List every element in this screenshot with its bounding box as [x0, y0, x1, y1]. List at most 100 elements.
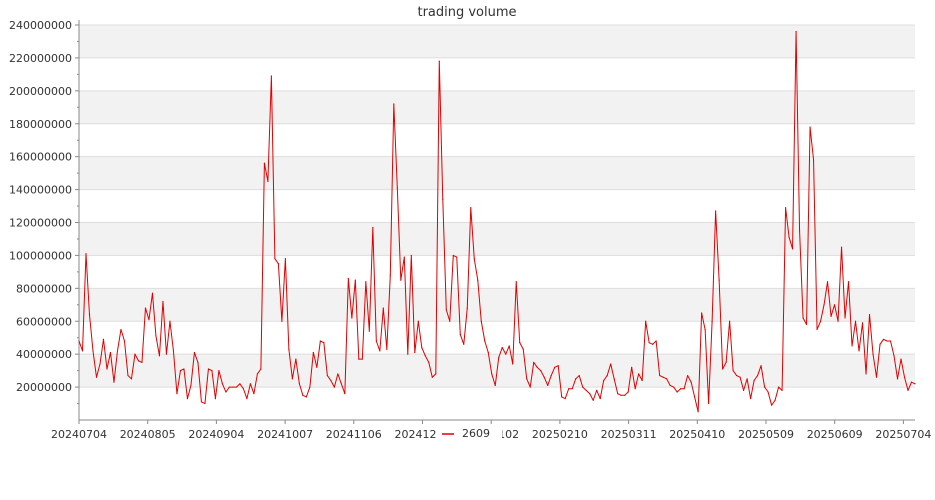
y-axis-ticks: 20000000 40000000 60000000 80000000 10000000… [9, 19, 79, 405]
y-tick-label: 100000000 [9, 249, 72, 262]
data-point [809, 126, 811, 128]
data-point [323, 342, 325, 344]
data-point [225, 391, 227, 393]
data-point [319, 340, 321, 342]
data-point [407, 353, 409, 355]
data-point [158, 355, 161, 357]
data-point [137, 360, 140, 362]
data-point [648, 342, 650, 344]
data-point [669, 384, 671, 387]
data-point [505, 353, 507, 355]
data-point [99, 363, 101, 365]
data-point [893, 355, 895, 357]
data-point [263, 162, 265, 164]
data-point [826, 281, 829, 283]
data-point [498, 356, 500, 359]
data-point [204, 402, 206, 405]
data-point [805, 323, 808, 326]
data-point [162, 300, 164, 303]
data-point [477, 279, 479, 281]
data-point [788, 236, 790, 238]
data-point [274, 258, 276, 260]
data-point [676, 391, 678, 393]
data-point [389, 274, 391, 276]
data-point [435, 373, 437, 375]
data-point [424, 355, 426, 357]
data-point [557, 365, 559, 367]
data-point [662, 376, 664, 378]
data-point [249, 383, 251, 385]
data-point [85, 253, 87, 255]
y-tick-label: 240000000 [9, 19, 72, 32]
data-point [403, 256, 405, 258]
data-point [774, 399, 776, 401]
data-point [515, 281, 517, 283]
gridlines [79, 24, 915, 388]
grid-band [79, 288, 915, 322]
data-point [896, 378, 899, 380]
data-point [253, 393, 255, 395]
data-point [81, 350, 84, 352]
data-point [784, 207, 787, 209]
data-point [312, 351, 314, 354]
grid-band [79, 222, 915, 256]
series-group [78, 30, 916, 413]
data-point [858, 350, 860, 352]
data-point [767, 391, 769, 393]
data-point [791, 248, 794, 250]
data-point [260, 368, 262, 370]
x-tick-label: 20250609 [807, 428, 863, 441]
legend-background [436, 425, 502, 441]
data-point [610, 363, 612, 365]
data-point [680, 388, 682, 390]
data-point [431, 376, 433, 378]
data-point [298, 383, 300, 385]
data-point [645, 320, 647, 322]
data-point [466, 307, 468, 309]
data-point [704, 328, 706, 331]
data-point [879, 343, 881, 345]
data-point [550, 374, 552, 377]
data-point [833, 304, 836, 306]
data-point [861, 322, 864, 324]
data-point [134, 353, 136, 355]
data-point [690, 381, 692, 383]
data-point [592, 399, 594, 401]
y-tick-label: 140000000 [9, 184, 72, 197]
data-point [865, 373, 867, 375]
data-point [113, 381, 115, 383]
data-point [746, 378, 748, 380]
data-point [571, 388, 573, 390]
data-point [207, 368, 210, 370]
data-point [365, 281, 367, 283]
data-point [95, 376, 98, 378]
data-point [144, 307, 147, 309]
data-point [372, 226, 374, 229]
data-point [907, 389, 909, 391]
grid-bands [79, 25, 915, 388]
data-point [291, 378, 293, 380]
data-point [116, 350, 119, 352]
data-point [246, 398, 248, 400]
data-point [351, 317, 353, 319]
data-point [851, 345, 853, 347]
data-point [543, 376, 545, 378]
axes [78, 20, 915, 421]
data-point [659, 374, 661, 377]
data-point [340, 383, 342, 385]
y-tick-label: 60000000 [16, 315, 72, 328]
data-point [417, 320, 419, 322]
data-point [666, 378, 668, 380]
data-point [393, 103, 395, 105]
data-point [281, 320, 283, 322]
data-point [197, 361, 199, 363]
data-point [214, 398, 217, 400]
data-point [92, 350, 94, 352]
data-point [221, 383, 224, 385]
y-tick-label: 80000000 [16, 282, 72, 295]
data-point [823, 304, 825, 306]
data-point [228, 386, 231, 388]
data-point [589, 393, 591, 395]
data-point [798, 230, 801, 232]
